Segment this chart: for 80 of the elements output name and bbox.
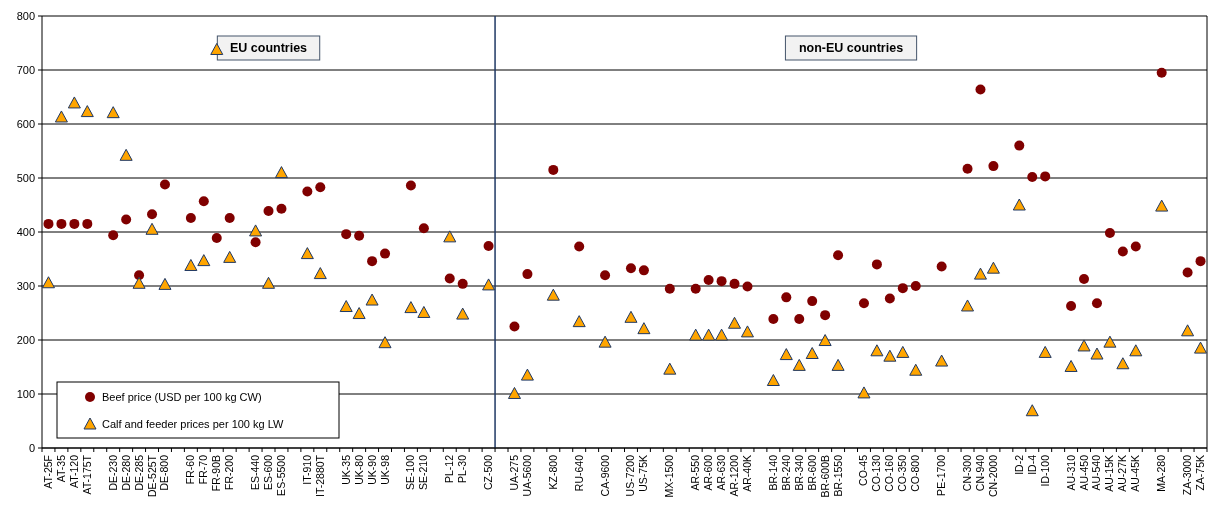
y-tick-label: 200 xyxy=(16,333,35,346)
x-tick-label: ES-600 xyxy=(262,454,275,491)
x-tick-label: BR-600B xyxy=(818,455,831,498)
x-tick-label: DE-230 xyxy=(106,454,119,491)
legend-label: Beef price (USD per 100 kg CW) xyxy=(102,390,262,403)
x-tick-label: ZA-75K xyxy=(1194,455,1207,491)
x-tick-label: FR-90B xyxy=(210,455,223,492)
x-tick-label: IT-910 xyxy=(300,454,313,485)
x-tick-label: CO-45 xyxy=(857,454,870,486)
x-tick-label: CN-940 xyxy=(973,454,986,492)
x-tick-label: AU-450 xyxy=(1077,454,1090,491)
x-tick-label: UK-80 xyxy=(352,454,365,485)
x-tick-label: BR-1550 xyxy=(831,454,844,497)
x-tick-label: DE-280 xyxy=(119,454,132,491)
x-tick-label: CA-9600 xyxy=(598,454,611,497)
x-tick-label: PE-1700 xyxy=(935,454,948,496)
x-tick-label: FR-60 xyxy=(184,454,197,485)
x-tick-label: UK-98 xyxy=(378,454,391,485)
x-tick-label: US-7200 xyxy=(624,454,637,497)
x-tick-label: AR-550 xyxy=(689,454,702,491)
x-tick-label: AR-1200 xyxy=(728,454,741,497)
x-tick-label: CZ-500 xyxy=(482,454,495,491)
x-tick-label: ID-4 xyxy=(1025,454,1038,475)
x-tick-label: IT-2880T xyxy=(313,454,326,498)
x-tick-label: AT-35 xyxy=(54,454,67,483)
annotation: EU countries xyxy=(229,41,308,56)
x-tick-label: MX-1500 xyxy=(663,454,676,498)
x-tick-label: ZA-3000 xyxy=(1181,454,1194,496)
x-tick-label: US-75K xyxy=(637,455,650,492)
x-tick-label: AU-540 xyxy=(1090,454,1103,491)
x-tick-label: UK-90 xyxy=(365,454,378,485)
x-tick-label: BR-240 xyxy=(779,454,792,491)
x-tick-label: CO-160 xyxy=(883,454,896,492)
x-tick-label: UK-35 xyxy=(339,454,352,485)
y-tick-label: 400 xyxy=(16,225,35,238)
x-tick-label: MA-280 xyxy=(1155,454,1168,492)
x-tick-label: UA-5600 xyxy=(520,454,533,497)
x-tick-label: AU-15K xyxy=(1103,455,1116,492)
x-tick-label: ID-2 xyxy=(1012,454,1025,475)
x-tick-label: SE-210 xyxy=(417,454,430,491)
x-tick-label: AR-40K xyxy=(740,455,753,492)
y-tick-label: 500 xyxy=(16,171,35,184)
x-tick-label: PL-30 xyxy=(456,454,469,484)
x-tick-label: CO-130 xyxy=(870,454,883,492)
y-tick-label: 100 xyxy=(16,387,35,400)
x-tick-label: ID-100 xyxy=(1038,454,1051,487)
x-tick-label: BR-600 xyxy=(805,454,818,491)
x-tick-label: FR-200 xyxy=(223,454,236,491)
x-tick-label: UA-275 xyxy=(507,454,520,491)
x-tick-label: DE-800 xyxy=(158,454,171,491)
x-tick-label: BR-140 xyxy=(766,454,779,491)
x-tick-label: AT-25F xyxy=(41,455,54,489)
x-tick-label: PL-12 xyxy=(443,454,456,484)
x-tick-label: RU-640 xyxy=(572,454,585,492)
x-tick-label: AT-120 xyxy=(67,454,80,489)
x-tick-label: ES-440 xyxy=(249,454,262,491)
x-tick-label: BR-340 xyxy=(792,454,805,491)
x-tick-label: CN-300 xyxy=(961,454,974,492)
y-tick-label: 600 xyxy=(16,117,35,130)
x-tick-label: DE-285 xyxy=(132,454,145,491)
x-tick-label: AT-175T xyxy=(80,454,93,495)
x-tick-label: AR-630 xyxy=(715,454,728,491)
x-tick-label: ES-5500 xyxy=(274,454,287,496)
x-tick-label: SE-100 xyxy=(404,454,417,491)
annotation: non-EU countries xyxy=(798,41,904,56)
legend-label: Calf and feeder prices per 100 kg LW xyxy=(102,417,285,430)
x-tick-label: FR-70 xyxy=(197,454,210,485)
y-tick-label: 700 xyxy=(16,63,35,76)
x-tick-label: AU-27K xyxy=(1116,455,1129,492)
y-tick-label: 0 xyxy=(28,441,35,454)
x-tick-label: DE-525T xyxy=(145,454,158,498)
x-tick-label: AU-45K xyxy=(1129,455,1142,492)
x-tick-label: CN-2000 xyxy=(986,454,999,498)
x-tick-label: KZ-800 xyxy=(546,454,559,490)
x-tick-label: AR-600 xyxy=(702,454,715,491)
x-tick-label: CO-350 xyxy=(896,454,909,492)
x-tick-label: CO-800 xyxy=(909,454,922,492)
y-tick-label: 800 xyxy=(16,9,35,22)
x-tick-label: AU-310 xyxy=(1064,454,1077,491)
y-tick-label: 300 xyxy=(16,279,35,292)
